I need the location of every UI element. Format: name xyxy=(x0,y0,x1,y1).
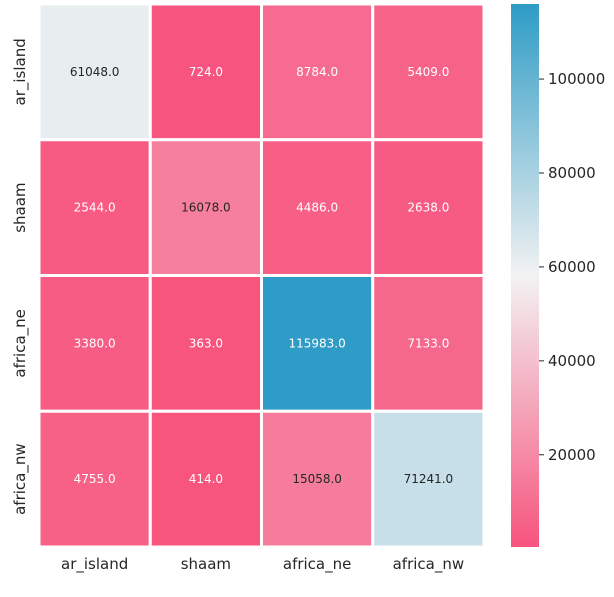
colorbar-gradient xyxy=(511,4,539,547)
cell-value-label: 16078.0 xyxy=(181,201,231,215)
cell-value-label: 3380.0 xyxy=(74,336,116,350)
colorbar-tick-label: 80000 xyxy=(548,164,596,182)
cell-value-label: 414.0 xyxy=(189,472,223,486)
y-tick-label-ar_island: ar_island xyxy=(11,38,30,105)
x-tick-label-africa_ne: africa_ne xyxy=(283,555,351,574)
y-tick-label-africa_ne: africa_ne xyxy=(11,309,30,377)
cell-value-label: 71241.0 xyxy=(404,472,454,486)
heatmap-cells xyxy=(37,2,486,549)
heatmap-cell-africa_ne-africa_nw xyxy=(371,274,486,413)
cell-value-label: 61048.0 xyxy=(70,65,120,79)
colorbar-tick-label: 100000 xyxy=(548,70,605,88)
colorbar-tick-label: 20000 xyxy=(548,446,596,464)
cell-value-label: 8784.0 xyxy=(296,65,338,79)
colorbar-tick-label: 40000 xyxy=(548,352,596,370)
heatmap-cell-africa_nw-ar_island xyxy=(37,409,152,549)
y-tick-label-africa_nw: africa_nw xyxy=(11,443,30,515)
x-axis-tick-labels: ar_island shaam africa_ne africa_nw xyxy=(61,555,464,574)
colorbar: 20000 40000 60000 80000 100000 xyxy=(511,4,605,547)
heatmap-cell-africa_nw-africa_nw xyxy=(371,409,486,549)
cell-value-label: 5409.0 xyxy=(407,65,449,79)
cell-value-label: 4486.0 xyxy=(296,201,338,215)
cell-value-label: 363.0 xyxy=(189,336,223,350)
heatmap-cell-africa_ne-shaam xyxy=(148,274,263,413)
heatmap-cell-ar_island-shaam xyxy=(148,2,263,142)
cell-value-label: 2544.0 xyxy=(74,201,116,215)
heatmap-cell-ar_island-africa_nw xyxy=(371,2,486,142)
heatmap-cell-shaam-shaam xyxy=(148,138,263,277)
heatmap-cell-labels: 61048.0 724.0 8784.0 5409.0 2544.0 16078.0 448… xyxy=(70,65,453,486)
x-tick-label-ar_island: ar_island xyxy=(61,555,128,574)
cell-value-label: 4755.0 xyxy=(74,472,116,486)
cell-value-label: 7133.0 xyxy=(407,336,449,350)
cell-value-label: 2638.0 xyxy=(407,201,449,215)
heatmap-cell-ar_island-ar_island xyxy=(37,2,152,142)
x-tick-label-shaam: shaam xyxy=(181,555,231,573)
cell-value-label: 724.0 xyxy=(189,65,223,79)
heatmap-cell-africa_nw-shaam xyxy=(148,409,263,549)
colorbar-tick-label: 60000 xyxy=(548,258,596,276)
heatmap-cell-shaam-africa_nw xyxy=(371,138,486,277)
x-tick-label-africa_nw: africa_nw xyxy=(393,555,465,574)
cell-value-label: 15058.0 xyxy=(292,472,342,486)
y-tick-label-shaam: shaam xyxy=(11,182,29,232)
cell-value-label: 115983.0 xyxy=(288,336,345,350)
